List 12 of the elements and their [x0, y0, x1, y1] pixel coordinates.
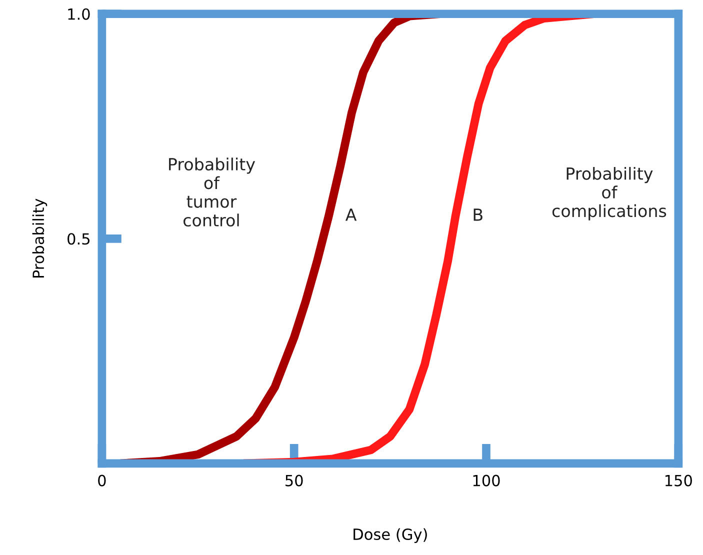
x-tick-label: 150	[665, 474, 692, 486]
x-tick-label: 0	[98, 474, 106, 486]
x-tick-label: 100	[473, 474, 500, 486]
series-label: B	[474, 208, 482, 221]
x-axis-title: Dose (Gy)	[354, 528, 427, 543]
y-tick-label: 0.5	[68, 233, 90, 245]
x-tick-label: 50	[286, 474, 303, 486]
annotation: Probability of tumor control	[169, 158, 256, 227]
annotation: Probability of complications	[552, 166, 666, 220]
series-label: A	[345, 208, 357, 221]
y-tick-label: 1.0	[68, 8, 90, 20]
y-axis-title: Probability	[32, 198, 48, 278]
